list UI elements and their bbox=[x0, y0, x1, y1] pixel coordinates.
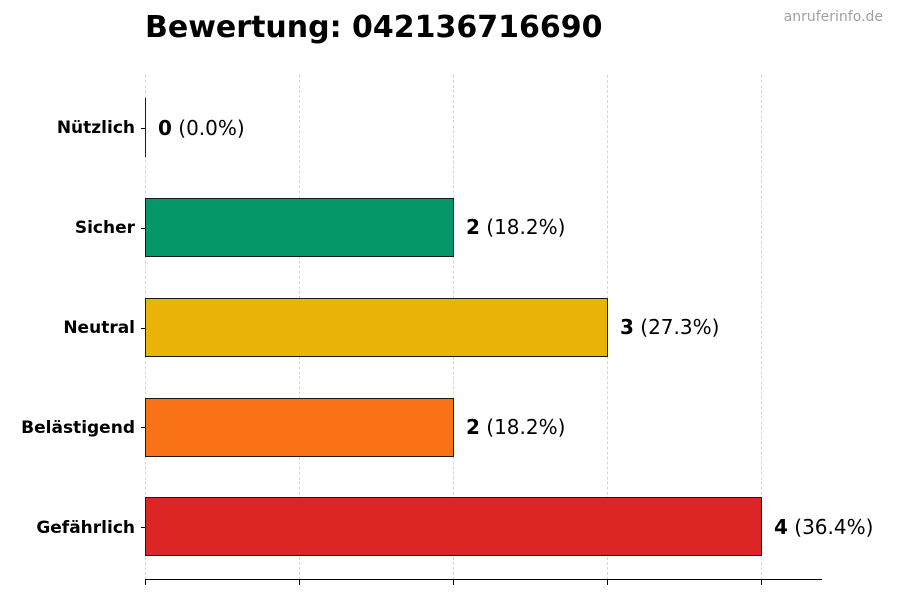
y-label-belaestigend: Belästigend bbox=[21, 418, 135, 438]
y-tick bbox=[141, 427, 145, 428]
watermark: anruferinfo.de bbox=[783, 9, 883, 25]
y-tick bbox=[141, 228, 145, 229]
value-label-belaestigend: 2 (18.2%) bbox=[466, 415, 566, 439]
bar-gefaehrlich bbox=[145, 497, 762, 556]
x-tick bbox=[761, 579, 762, 585]
bar-sicher bbox=[145, 198, 454, 257]
y-label-gefaehrlich: Gefährlich bbox=[36, 518, 135, 538]
y-label-neutral: Neutral bbox=[63, 318, 135, 338]
value-label-gefaehrlich: 4 (36.4%) bbox=[774, 515, 874, 539]
value-label-nuetzlich: 0 (0.0%) bbox=[158, 116, 245, 140]
x-tick bbox=[145, 579, 146, 585]
y-label-nuetzlich: Nützlich bbox=[56, 118, 135, 138]
bar-neutral bbox=[145, 298, 608, 357]
gridline bbox=[761, 75, 762, 580]
x-axis bbox=[145, 579, 822, 580]
x-tick bbox=[453, 579, 454, 585]
value-label-neutral: 3 (27.3%) bbox=[620, 315, 720, 339]
y-tick bbox=[141, 328, 145, 329]
x-tick bbox=[299, 579, 300, 585]
y-tick bbox=[141, 128, 145, 129]
value-label-sicher: 2 (18.2%) bbox=[466, 215, 566, 239]
x-tick bbox=[607, 579, 608, 585]
bar-belaestigend bbox=[145, 398, 454, 457]
chart-title: Bewertung: 042136716690 bbox=[145, 10, 603, 45]
y-tick bbox=[141, 527, 145, 528]
bar-nuetzlich bbox=[145, 98, 146, 157]
y-label-sicher: Sicher bbox=[74, 218, 135, 238]
